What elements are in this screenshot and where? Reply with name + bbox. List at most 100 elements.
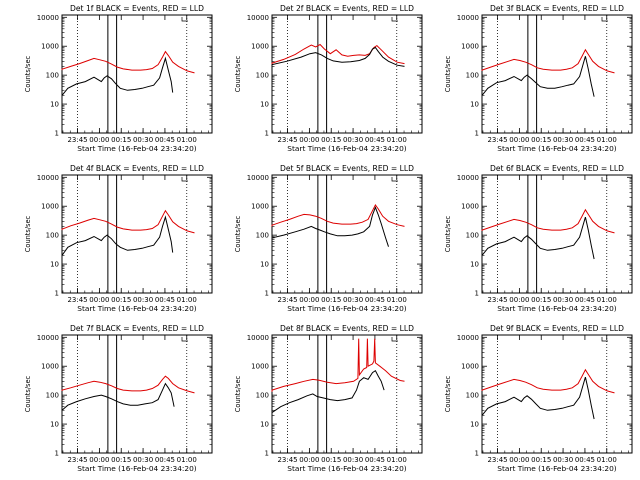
x-tick-label: 00:45 xyxy=(155,136,175,144)
series-events-line xyxy=(61,215,174,256)
x-tick-label: 00:30 xyxy=(133,456,153,464)
y-tick-label: 100 xyxy=(466,72,479,80)
x-tick-label: 01:00 xyxy=(597,456,617,464)
y-tick-label: 10 xyxy=(260,261,269,269)
x-tick-label: 01:00 xyxy=(597,296,617,304)
x-tick-label: 00:15 xyxy=(321,456,341,464)
series-events-line xyxy=(61,382,175,411)
x-tick-label: 00:45 xyxy=(365,456,385,464)
x-tick-label: 00:45 xyxy=(155,296,175,304)
y-tick-label: 10000 xyxy=(457,174,479,182)
y-tick-label: 10 xyxy=(470,261,479,269)
series-lld-line xyxy=(61,375,195,394)
y-tick-label: 100 xyxy=(256,72,269,80)
y-tick-label: 10 xyxy=(470,101,479,109)
x-tick-label: 00:15 xyxy=(321,296,341,304)
panel-title: Det 2f BLACK = Events, RED = LLD xyxy=(280,4,414,13)
y-tick-label: 1 xyxy=(475,450,479,458)
x-tick-label: 00:15 xyxy=(531,456,551,464)
x-axis-label: Start Time (16-Feb-04 23:34:20) xyxy=(77,144,196,153)
panel-title: Det 3f BLACK = Events, RED = LLD xyxy=(490,4,624,13)
plot-frame xyxy=(481,174,633,294)
series-events-line xyxy=(271,46,405,67)
y-tick-label: 10000 xyxy=(457,14,479,22)
x-tick-label: 00:15 xyxy=(111,136,131,144)
x-tick-label: 01:00 xyxy=(387,296,407,304)
y-tick-label: 1 xyxy=(55,450,59,458)
y-tick-label: 1000 xyxy=(41,43,59,51)
panel-det-8f: Det 8f BLACK = Events, RED = LLD 1 10 100 10… xyxy=(234,324,423,473)
y-tick-label: 1000 xyxy=(251,203,269,211)
x-tick-label: 23:45 xyxy=(67,456,87,464)
panel-title: Det 1f BLACK = Events, RED = LLD xyxy=(70,4,204,13)
x-tick-label: 00:45 xyxy=(575,136,595,144)
x-tick-label: 00:45 xyxy=(575,456,595,464)
x-axis-label: Start Time (16-Feb-04 23:34:20) xyxy=(77,464,196,473)
y-tick-label: 100 xyxy=(46,72,59,80)
x-tick-label: 00:30 xyxy=(553,136,573,144)
y-axis-label: Counts/sec xyxy=(234,215,242,252)
x-tick-label: 00:30 xyxy=(553,296,573,304)
y-tick-label: 1000 xyxy=(461,203,479,211)
x-tick-label: 00:45 xyxy=(365,136,385,144)
corner-marker xyxy=(601,177,608,182)
corner-marker xyxy=(181,17,188,22)
x-tick-label: 00:30 xyxy=(343,136,363,144)
y-tick-label: 1 xyxy=(475,130,479,138)
series-lld-line xyxy=(271,43,405,65)
x-tick-label: 00:00 xyxy=(89,296,109,304)
y-tick-label: 10000 xyxy=(37,174,59,182)
panel-title: Det 4f BLACK = Events, RED = LLD xyxy=(70,164,204,173)
series-events-line xyxy=(481,56,595,97)
panel-det-9f: Det 9f BLACK = Events, RED = LLD 1 10 100 10… xyxy=(444,324,633,473)
x-tick-label: 23:45 xyxy=(277,136,297,144)
y-tick-label: 100 xyxy=(46,392,59,400)
corner-marker xyxy=(181,337,188,342)
y-axis-label: Counts/sec xyxy=(24,55,32,92)
y-axis-label: Counts/sec xyxy=(234,375,242,412)
x-tick-label: 01:00 xyxy=(177,456,197,464)
corner-marker xyxy=(181,177,188,182)
x-tick-label: 00:15 xyxy=(531,136,551,144)
x-tick-label: 00:45 xyxy=(575,296,595,304)
panel-title: Det 9f BLACK = Events, RED = LLD xyxy=(490,324,624,333)
panel-det-2f: Det 2f BLACK = Events, RED = LLD 1 10 100 10… xyxy=(234,4,423,153)
y-tick-label: 10000 xyxy=(37,14,59,22)
series-events-line xyxy=(271,206,389,247)
plot-frame xyxy=(271,14,423,134)
x-tick-label: 23:45 xyxy=(487,136,507,144)
x-axis-label: Start Time (16-Feb-04 23:34:20) xyxy=(287,144,406,153)
y-tick-label: 100 xyxy=(466,392,479,400)
x-axis-label: Start Time (16-Feb-04 23:34:20) xyxy=(497,304,616,313)
plot-frame xyxy=(61,334,213,454)
y-tick-label: 1000 xyxy=(461,363,479,371)
panel-title: Det 6f BLACK = Events, RED = LLD xyxy=(490,164,624,173)
x-axis-label: Start Time (16-Feb-04 23:34:20) xyxy=(497,464,616,473)
x-tick-label: 00:15 xyxy=(111,296,131,304)
x-tick-label: 23:45 xyxy=(487,456,507,464)
y-axis-label: Counts/sec xyxy=(444,375,452,412)
y-tick-label: 100 xyxy=(256,392,269,400)
x-tick-label: 00:30 xyxy=(553,456,573,464)
x-tick-label: 00:15 xyxy=(111,456,131,464)
x-tick-label: 00:00 xyxy=(299,296,319,304)
x-tick-label: 00:45 xyxy=(365,296,385,304)
x-tick-label: 00:00 xyxy=(89,136,109,144)
panel-title: Det 8f BLACK = Events, RED = LLD xyxy=(280,324,414,333)
y-tick-label: 1 xyxy=(265,450,269,458)
x-tick-label: 00:00 xyxy=(299,136,319,144)
panel-title: Det 7f BLACK = Events, RED = LLD xyxy=(70,324,204,333)
x-tick-label: 23:45 xyxy=(67,136,87,144)
y-tick-label: 1000 xyxy=(461,43,479,51)
series-lld-line xyxy=(481,208,615,234)
x-tick-label: 00:00 xyxy=(509,456,529,464)
y-tick-label: 10 xyxy=(260,101,269,109)
panel-det-1f: Det 1f BLACK = Events, RED = LLD 1 10 100 10… xyxy=(24,4,213,153)
x-tick-label: 01:00 xyxy=(387,136,407,144)
y-tick-label: 10 xyxy=(50,261,59,269)
y-axis-label: Counts/sec xyxy=(234,55,242,92)
x-axis-label: Start Time (16-Feb-04 23:34:20) xyxy=(497,144,616,153)
y-axis-label: Counts/sec xyxy=(444,55,452,92)
plot-frame xyxy=(481,14,633,134)
corner-marker xyxy=(601,17,608,22)
